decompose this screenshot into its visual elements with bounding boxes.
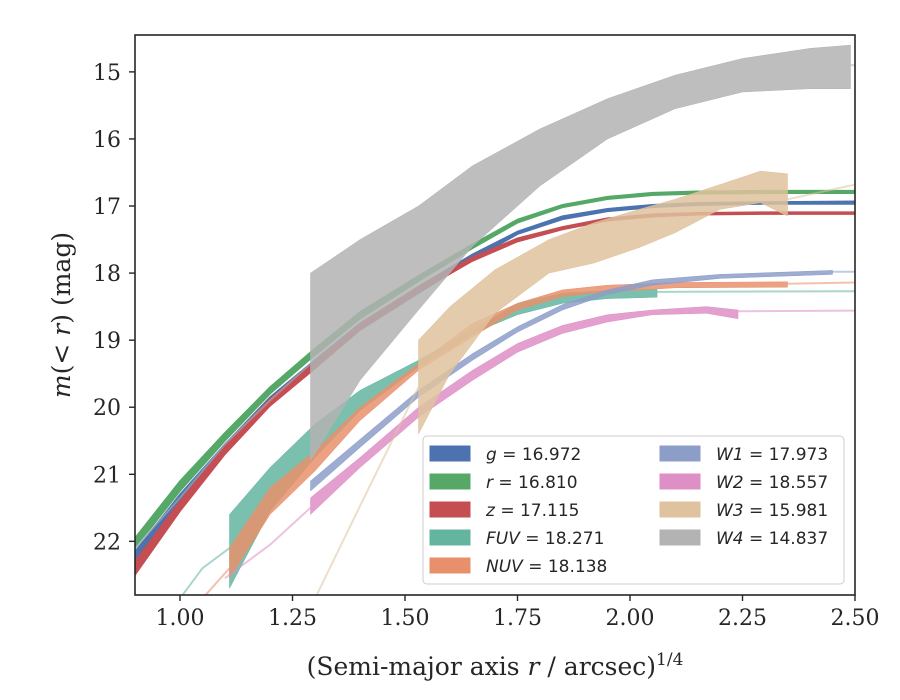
series-nuv — [204, 281, 855, 595]
legend-swatch-nuv — [429, 557, 471, 574]
legend-label-z: z = 17.115 — [485, 501, 579, 521]
legend-items: g = 16.972 r = 16.810 z = 17.115 FUV = 18.2… — [429, 445, 828, 577]
legend-swatch-fuv — [429, 529, 471, 546]
legend-label-w1: W1 = 17.973 — [716, 445, 828, 465]
series-w4 — [135, 44, 855, 549]
legend-label-w4: W4 = 14.837 — [716, 529, 828, 549]
series-w3-inner-line — [315, 386, 420, 595]
legend-entry-z: z = 17.115 — [429, 501, 579, 521]
series-nuv-band — [229, 281, 788, 580]
legend-label-g: g = 16.972 — [486, 445, 581, 465]
x-tick-label: 1.00 — [156, 606, 205, 631]
legend-entry-w4: W4 = 14.837 — [659, 529, 828, 549]
x-axis-label: (Semi-major axis r / arcsec)1/4 — [307, 650, 684, 681]
legend-frame — [422, 435, 845, 585]
x-tick-label: 2.25 — [718, 606, 767, 631]
series-w2 — [224, 306, 855, 580]
x-tick-label: 1.75 — [493, 606, 542, 631]
legend-label-r: r = 16.810 — [486, 473, 578, 493]
y-tick-label: 19 — [93, 329, 121, 354]
y-tick-label: 17 — [93, 195, 121, 220]
legend-swatch-z — [429, 501, 471, 518]
legend-label-fuv: FUV = 18.271 — [486, 529, 604, 549]
legend-label-w3: W3 = 15.981 — [716, 501, 828, 521]
y-tick-label: 18 — [93, 262, 121, 287]
series-nuv-outer-line — [787, 281, 855, 285]
legend-label-nuv: NUV = 18.138 — [486, 557, 607, 577]
legend-swatch-w4 — [659, 529, 701, 546]
x-tick-label: 1.25 — [268, 606, 317, 631]
y-tick-label: 22 — [93, 530, 121, 555]
legend-entry-w2: W2 = 18.557 — [659, 473, 828, 493]
y-tick-label: 16 — [93, 128, 121, 153]
series-w3-band — [418, 170, 788, 435]
legend-swatch-r — [429, 473, 471, 490]
y-axis-label: m(< r) (mag) — [47, 232, 76, 398]
legend-entry-fuv: FUV = 18.271 — [429, 529, 604, 549]
legend-label-w2: W2 = 18.557 — [716, 473, 828, 493]
series-w3 — [315, 170, 855, 595]
series-fuv-inner-line — [181, 547, 231, 595]
legend-entry-nuv: NUV = 18.138 — [429, 557, 607, 577]
legend-entry-w1: W1 = 17.973 — [659, 445, 828, 465]
series-w4-band — [310, 44, 851, 462]
legend-swatch-g — [429, 445, 471, 462]
series-fuv-outer-line — [656, 290, 855, 293]
legend-swatch-w1 — [659, 445, 701, 462]
series-layer — [135, 44, 855, 595]
series-w2-inner-line — [224, 507, 312, 580]
series-nuv-inner-line — [204, 567, 231, 595]
y-tick-label: 20 — [93, 396, 121, 421]
legend-entry-g: g = 16.972 — [429, 445, 581, 465]
legend-entry-w3: W3 = 15.981 — [659, 501, 828, 521]
legend-entry-r: r = 16.810 — [429, 473, 578, 493]
series-w2-band — [310, 306, 739, 516]
series-w4-inner-line — [135, 362, 312, 549]
ticks-layer: 1.00 1.25 1.50 1.75 2.00 2.25 2.50 15 16 17 18 19 20… — [93, 61, 879, 631]
legend-swatch-w3 — [659, 501, 701, 518]
x-tick-label: 1.50 — [381, 606, 430, 631]
legend-swatch-w2 — [659, 473, 701, 490]
series-w3-outer-line — [787, 183, 855, 201]
y-tick-label: 21 — [93, 463, 121, 488]
x-tick-label: 2.00 — [606, 606, 655, 631]
series-w2-outer-line — [737, 309, 855, 313]
y-tick-label: 15 — [93, 61, 121, 86]
x-tick-label: 2.50 — [831, 606, 880, 631]
plot-frame — [134, 34, 856, 596]
legend: g = 16.972 r = 16.810 z = 17.115 FUV = 18.2… — [422, 435, 845, 585]
